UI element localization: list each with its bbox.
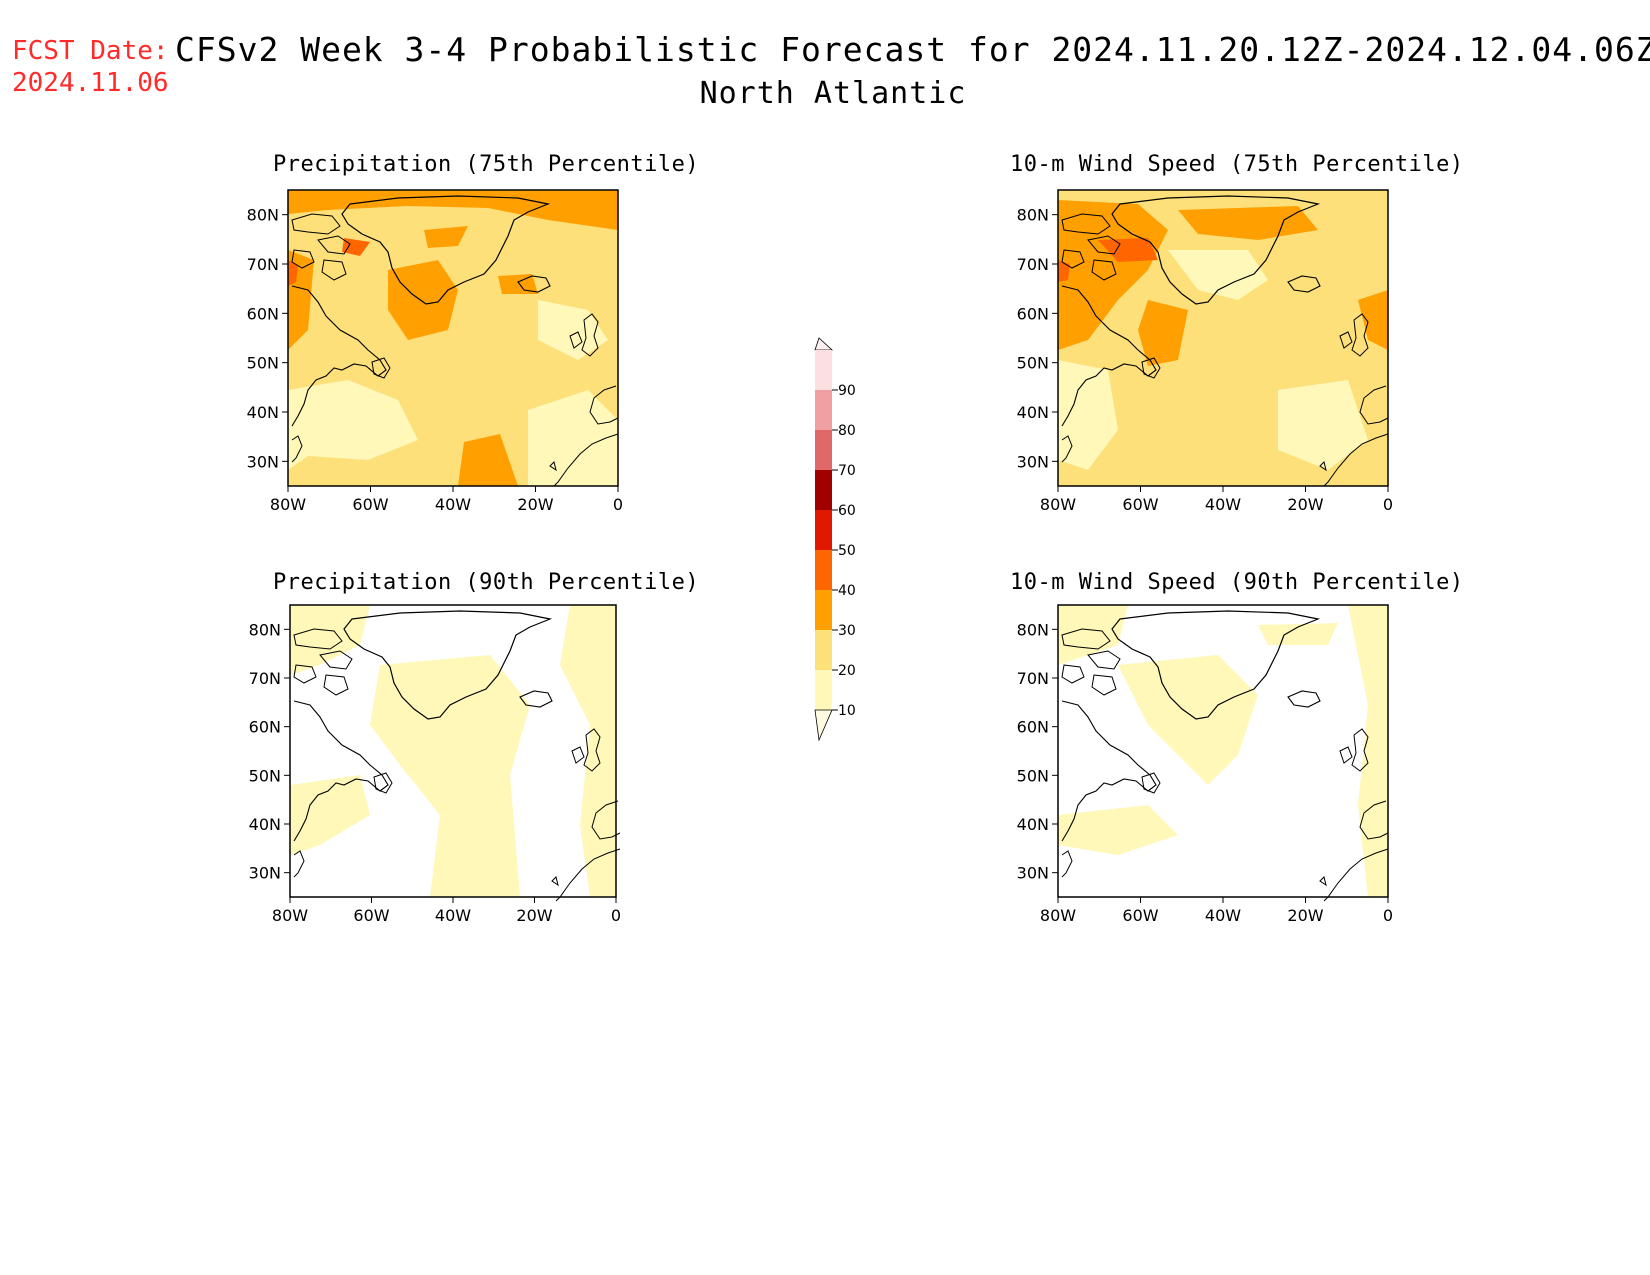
colorbar-label: 20	[838, 663, 856, 679]
colorbar-segment	[815, 350, 832, 390]
lat-label: 70N	[1017, 669, 1049, 688]
map-panel-precip-75	[287, 189, 619, 487]
colorbar-label: 30	[838, 623, 856, 639]
lon-label: 60W	[1122, 906, 1158, 925]
colorbar-label: 90	[838, 383, 856, 399]
lon-label: 0	[613, 495, 623, 514]
colorbar-segment	[815, 510, 832, 550]
panel-title-wind-90: 10-m Wind Speed (90th Percentile)	[1010, 570, 1464, 595]
lat-label: 70N	[247, 255, 279, 274]
lon-label: 40W	[1205, 495, 1241, 514]
lat-label: 60N	[1017, 718, 1049, 737]
lon-label: 40W	[435, 906, 471, 925]
map-panel-precip-90	[289, 604, 621, 902]
colorbar-label: 10	[838, 703, 856, 719]
lat-label: 30N	[247, 452, 279, 471]
colorbar-label: 60	[838, 503, 856, 519]
panel-title-precip-90: Precipitation (90th Percentile)	[273, 570, 700, 595]
axis-labels: 80N 70N 60N 50N 40N 30N 80W 60W 40W 20W 0 80N 70N 60N…	[247, 206, 1393, 925]
colorbar-segment	[815, 670, 832, 710]
page-title: CFSv2 Week 3-4 Probabilistic Forecast fo…	[175, 30, 1650, 69]
colorbar-segment	[815, 630, 832, 670]
lon-label: 40W	[1205, 906, 1241, 925]
lon-label: 80W	[272, 906, 308, 925]
lon-label: 60W	[352, 495, 388, 514]
colorbar-segment	[815, 550, 832, 590]
panel-title-precip-75: Precipitation (75th Percentile)	[273, 152, 700, 177]
lon-label: 80W	[270, 495, 306, 514]
fcst-date-value: 2024.11.06	[12, 68, 169, 98]
lat-label: 30N	[249, 864, 281, 883]
lon-label: 20W	[1287, 906, 1323, 925]
lon-label: 0	[611, 906, 621, 925]
lat-label: 50N	[1017, 766, 1049, 785]
fcst-date-label: FCST Date:	[12, 36, 169, 66]
lon-label: 40W	[435, 495, 471, 514]
colorbar-top-cap	[814, 337, 834, 351]
lat-label: 40N	[249, 815, 281, 834]
lon-label: 60W	[353, 906, 389, 925]
lon-label: 80W	[1040, 906, 1076, 925]
lat-label: 50N	[247, 354, 279, 373]
colorbar-segment	[815, 590, 832, 630]
lat-label: 30N	[1017, 452, 1049, 471]
lat-label: 80N	[1017, 620, 1049, 639]
colorbar-label: 70	[838, 463, 856, 479]
lat-label: 80N	[249, 620, 281, 639]
lon-label: 20W	[1287, 495, 1323, 514]
lat-label: 70N	[1017, 255, 1049, 274]
colorbar-bottom-cap	[814, 709, 833, 742]
lat-label: 60N	[247, 304, 279, 323]
lat-label: 80N	[247, 206, 279, 225]
lat-label: 30N	[1017, 864, 1049, 883]
page-subtitle: North Atlantic	[699, 76, 967, 111]
colorbar-label: 80	[838, 423, 856, 439]
lat-label: 60N	[1017, 304, 1049, 323]
lat-label: 80N	[1017, 206, 1049, 225]
lat-label: 40N	[247, 403, 279, 422]
lon-label: 20W	[517, 495, 553, 514]
panel-title-wind-75: 10-m Wind Speed (75th Percentile)	[1010, 152, 1464, 177]
lat-label: 50N	[249, 766, 281, 785]
lon-label: 0	[1383, 906, 1393, 925]
lon-label: 20W	[516, 906, 552, 925]
map-panel-wind-90	[1057, 604, 1389, 902]
colorbar: 90 80 70 60 50 40 30 20 10	[814, 337, 856, 742]
colorbar-segment	[815, 430, 832, 470]
lon-label: 80W	[1040, 495, 1076, 514]
colorbar-label: 50	[838, 543, 856, 559]
colorbar-label: 40	[838, 583, 856, 599]
lat-label: 50N	[1017, 354, 1049, 373]
lon-label: 60W	[1122, 495, 1158, 514]
lat-label: 40N	[1017, 815, 1049, 834]
lat-label: 60N	[249, 718, 281, 737]
lon-label: 0	[1383, 495, 1393, 514]
colorbar-segment	[815, 390, 832, 430]
colorbar-segment	[815, 470, 832, 510]
lat-label: 40N	[1017, 403, 1049, 422]
lat-label: 70N	[249, 669, 281, 688]
map-panel-wind-75	[1057, 189, 1389, 487]
